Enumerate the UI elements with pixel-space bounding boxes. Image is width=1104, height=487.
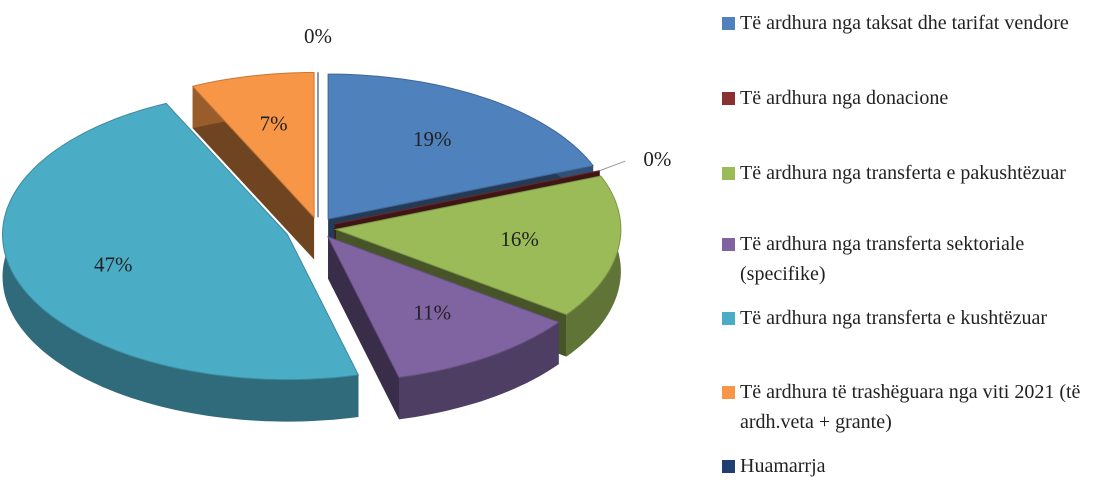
data-label: 19% xyxy=(413,127,452,151)
legend-swatch xyxy=(722,460,735,473)
slice xyxy=(191,72,315,219)
data-label: 7% xyxy=(260,111,288,135)
legend-swatch xyxy=(722,238,735,251)
slice-wall xyxy=(192,86,315,260)
pie-plot: 19% 0% 16% 11% 47% 7% 0% xyxy=(1,24,671,422)
data-label: 0% xyxy=(643,147,671,171)
legend-label: Të ardhura nga transferta e kushtëzuar xyxy=(740,307,1048,329)
legend-label: Të ardhura nga taksat dhe tarifat vendor… xyxy=(740,12,1069,34)
slice-wall xyxy=(328,236,399,420)
slice-side xyxy=(2,103,359,422)
slice-side xyxy=(399,322,559,420)
legend-label: Të ardhura nga transferta sektoriale (sp… xyxy=(740,233,1025,285)
legend-entry: Të ardhura nga transferta sektoriale (sp… xyxy=(718,229,1098,289)
legend-label: Huamarrja xyxy=(740,455,826,477)
legend-entry: Të ardhura nga transferta e kushtëzuar xyxy=(718,303,1098,333)
legend-label: Të ardhura të trashëguara nga viti 2021 … xyxy=(740,381,1081,433)
legend-entry: Të ardhura të trashëguara nga viti 2021 … xyxy=(718,377,1098,437)
data-label: 11% xyxy=(413,301,451,325)
legend-entry: Të ardhura nga transferta e pakushtëzuar xyxy=(718,158,1098,188)
data-label: 47% xyxy=(94,252,133,276)
legend-entry: Të ardhura nga taksat dhe tarifat vendor… xyxy=(718,8,1098,38)
slice xyxy=(327,73,595,220)
leader-line xyxy=(599,160,626,172)
legend-swatch xyxy=(722,17,735,30)
slice xyxy=(327,235,560,378)
legend-swatch xyxy=(722,386,735,399)
legend-entry: Të ardhura nga donacione xyxy=(718,83,1098,113)
slice xyxy=(334,175,622,316)
legend-label: Të ardhura nga donacione xyxy=(740,87,949,109)
slice xyxy=(1,102,360,381)
legend-swatch xyxy=(722,167,735,180)
slice xyxy=(334,170,600,225)
data-label: 0% xyxy=(304,24,332,48)
legend-swatch xyxy=(722,312,735,325)
legend-entry: Huamarrja xyxy=(718,451,1098,481)
legend-swatch xyxy=(722,92,735,105)
data-label: 16% xyxy=(500,227,539,251)
legend-label: Të ardhura nga transferta e pakushtëzuar xyxy=(740,162,1066,184)
